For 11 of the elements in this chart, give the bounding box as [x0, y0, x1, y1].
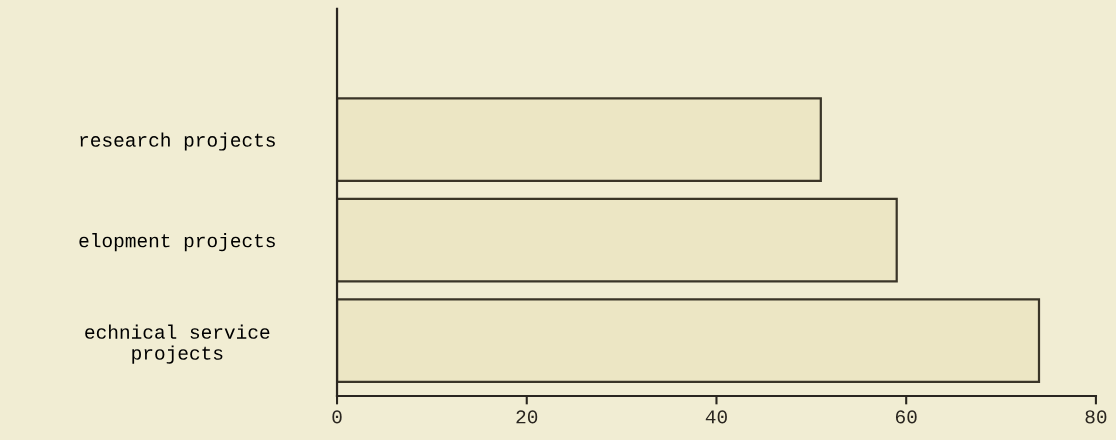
x-tick-label: 0	[332, 410, 342, 424]
x-tick-label: 20	[516, 410, 538, 424]
bar	[337, 97, 822, 182]
x-tick-label: 80	[1085, 410, 1107, 424]
bar	[337, 197, 898, 283]
bar	[337, 298, 1041, 384]
y-tick-label: elopment projects	[79, 233, 275, 252]
x-tick-label: 40	[705, 410, 727, 424]
x-tick-label: 60	[895, 410, 917, 424]
y-tick-label: echnical service projects	[85, 324, 270, 364]
y-tick-label: research projects	[80, 132, 275, 151]
